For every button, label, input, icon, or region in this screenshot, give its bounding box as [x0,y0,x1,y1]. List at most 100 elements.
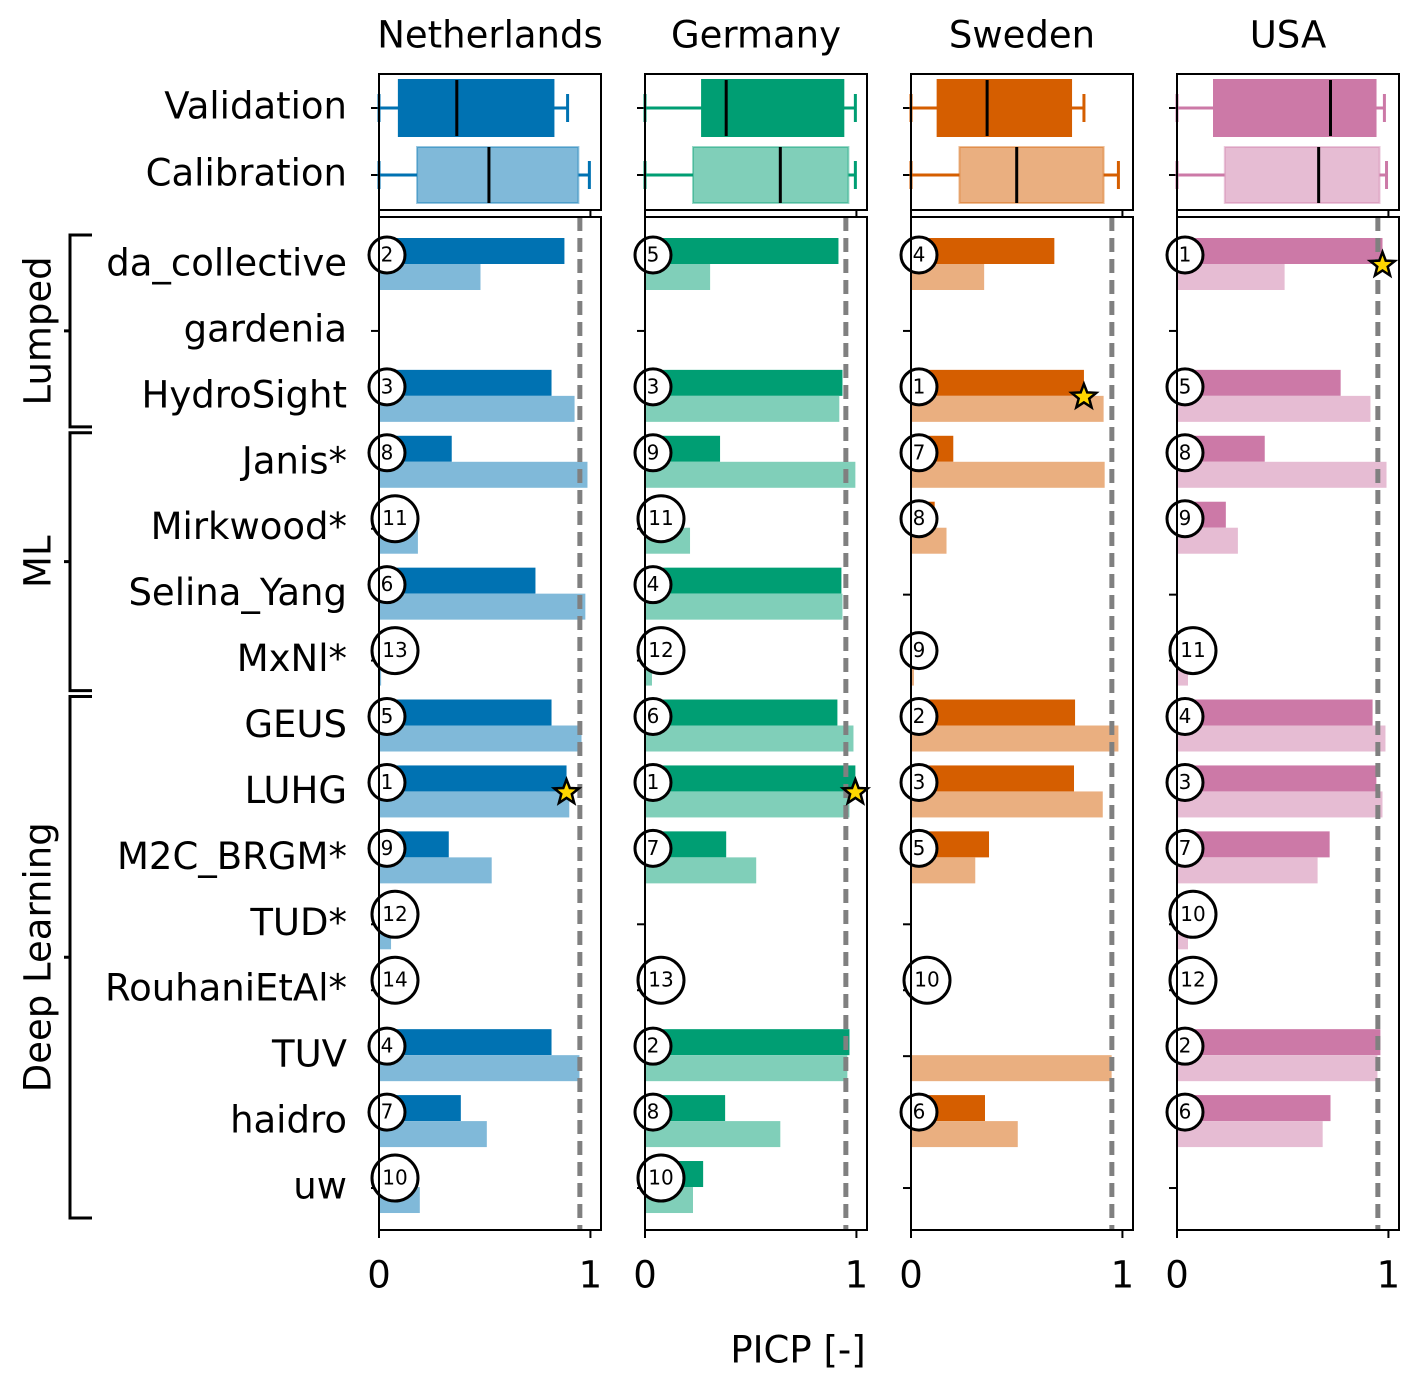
validation-bar [1177,369,1341,396]
rank-label: 4 [647,572,660,596]
category-label: gardenia [184,307,347,350]
rank-label: 4 [913,243,926,267]
calibration-bar [645,1121,781,1148]
rank-circle [1168,889,1218,939]
box [701,79,845,137]
rank-label: 3 [647,374,660,398]
calibration-bar [911,395,1104,422]
category-label: TUD* [249,901,347,944]
validation-bar [911,699,1076,726]
rank-label: 6 [647,704,660,728]
category-label: GEUS [244,703,347,746]
rank-label: 2 [913,704,926,728]
panel-title: Germany [671,14,841,57]
box-label: Calibration [146,152,347,195]
rank-label: 2 [1179,1034,1192,1058]
bar-frame [644,216,868,1231]
calibration-bar [911,1055,1112,1082]
validation-bar [1177,765,1377,792]
validation-bar [379,369,552,396]
validation-bar [645,369,843,396]
rank-label: 6 [381,572,394,596]
best-star [839,775,872,806]
calibration-bar [911,461,1105,488]
box-frame [378,73,602,211]
panel-title: USA [1250,14,1327,57]
category-label: TUV [271,1033,347,1076]
rank-label: 9 [913,638,926,662]
x-tick-label: 0 [633,1254,657,1297]
x-tick-label: 1 [579,1254,603,1297]
rank-circle [636,955,686,1005]
calibration-bar [645,593,843,620]
box [416,146,580,204]
panel-title: Netherlands [377,14,603,57]
category-label: Mirkwood* [151,505,347,548]
x-tick-label: 1 [1111,1254,1135,1297]
category-label: MxNl* [237,637,347,680]
rank-label: 3 [381,374,394,398]
calibration-bar [1177,1055,1378,1082]
rank-label: 5 [1179,374,1192,398]
box-frame [1176,73,1400,211]
rank-label: 7 [1179,836,1192,860]
calibration-bar [379,725,582,752]
calibration-bar [1177,857,1318,884]
category-label: haidro [230,1099,347,1142]
rank-circle [1168,955,1218,1005]
rank-label: 11 [382,506,407,530]
rank-label: 1 [647,770,660,794]
rank-label: 5 [647,243,660,267]
rank-label: 12 [648,638,673,662]
calibration-bar [645,461,856,488]
validation-bar [645,699,838,726]
rank-circle [902,955,952,1005]
bar-frame [378,216,602,1231]
rank-label: 8 [381,440,394,464]
rank-label: 2 [647,1034,660,1058]
box [1223,146,1381,204]
calibration-bar [379,791,570,818]
group-label: ML [17,535,60,588]
category-label: LUHG [245,769,347,812]
rank-label: 2 [381,243,394,267]
x-tick-label: 0 [899,1254,923,1297]
rank-label: 9 [1179,506,1192,530]
bar-frame [1176,216,1400,1231]
box-frame [644,73,868,211]
rank-label: 7 [647,836,660,860]
category-label: da_collective [106,242,347,285]
rank-circle [636,626,686,676]
rank-label: 8 [647,1100,660,1124]
calibration-bar [1177,395,1371,422]
rank-label: 8 [913,506,926,530]
box [958,146,1105,204]
rank-label: 9 [381,836,394,860]
rank-label: 12 [382,902,407,926]
validation-bar [1177,238,1383,264]
calibration-bar [645,659,652,686]
group-bracket [64,431,92,693]
rank-label: 1 [1179,243,1192,267]
rank-label: 3 [1179,770,1192,794]
panel-title: Sweden [949,14,1095,57]
rank-label: 4 [1179,704,1192,728]
bar-frame [910,216,1134,1231]
rank-label: 13 [648,968,673,992]
box [397,79,555,137]
rank-label: 3 [913,770,926,794]
category-label: Janis* [240,439,347,482]
box [691,146,850,204]
calibration-bar [379,593,586,620]
rank-circle [370,494,420,544]
calibration-bar [645,395,840,422]
rank-circle [370,955,420,1005]
calibration-bar [379,1055,580,1082]
validation-bar [911,765,1075,792]
calibration-bar [645,725,854,752]
validation-bar [1177,699,1373,726]
calibration-bar [911,659,914,686]
calibration-bar [1177,1121,1323,1148]
calibration-bar [1177,791,1383,818]
category-label: Selina_Yang [128,571,347,614]
